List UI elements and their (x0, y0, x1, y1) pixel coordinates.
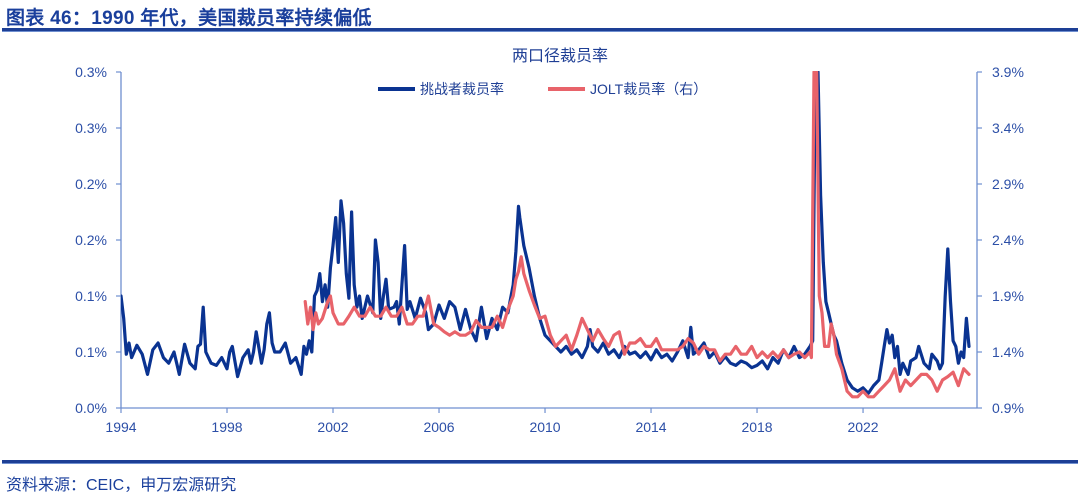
axes: 0.0% 0.1% 0.1% 0.2% 0.2% 0.3% 0.3% 0.9% 1.4% 1.9%… (75, 64, 1024, 435)
source-note: 资料来源：CEIC，申万宏源研究 (6, 477, 237, 494)
left-y-tick-label: 0.0% (75, 400, 107, 416)
source-divider (2, 460, 1078, 464)
x-tick-label: 2010 (529, 419, 560, 435)
right-y-tick-label: 2.4% (992, 232, 1024, 248)
left-y-tick-label: 0.3% (75, 120, 107, 136)
left-y-tick-label: 0.1% (75, 288, 107, 304)
legend: 挑战者裁员率 JOLT裁员率（右） (378, 81, 707, 97)
x-tick-label: 1994 (105, 419, 136, 435)
line-chart: 两口径裁员率 挑战者裁员率 JOLT裁员率（右） 0.0% 0.1% 0.1% 0.2… (75, 47, 1024, 435)
right-y-tick-label: 1.4% (992, 344, 1024, 360)
x-tick-label: 2014 (635, 419, 666, 435)
right-y-tick-label: 2.9% (992, 176, 1024, 192)
x-tick-label: 2006 (423, 419, 454, 435)
x-tick-label: 2002 (317, 419, 348, 435)
right-y-tick-label: 0.9% (992, 400, 1024, 416)
left-y-tick-label: 0.3% (75, 64, 107, 80)
legend-label-challenger: 挑战者裁员率 (420, 81, 504, 97)
x-tick-label: 1998 (211, 419, 242, 435)
figure-title: 图表 46：1990 年代，美国裁员率持续偏低 (6, 8, 372, 29)
right-y-tick-label: 3.4% (992, 120, 1024, 136)
left-y-tick-label: 0.2% (75, 176, 107, 192)
series-line-jolt (303, 71, 971, 399)
right-y-tick-label: 1.9% (992, 288, 1024, 304)
series-line-challenger (121, 71, 971, 395)
chart-title: 两口径裁员率 (512, 47, 608, 65)
plot-area (121, 71, 971, 399)
x-tick-label: 2022 (847, 419, 878, 435)
right-y-tick-label: 3.9% (992, 64, 1024, 80)
left-y-tick-label: 0.2% (75, 232, 107, 248)
x-tick-label: 2018 (741, 419, 772, 435)
title-divider (2, 28, 1078, 32)
legend-label-jolt: JOLT裁员率（右） (590, 81, 707, 97)
left-y-tick-label: 0.1% (75, 344, 107, 360)
